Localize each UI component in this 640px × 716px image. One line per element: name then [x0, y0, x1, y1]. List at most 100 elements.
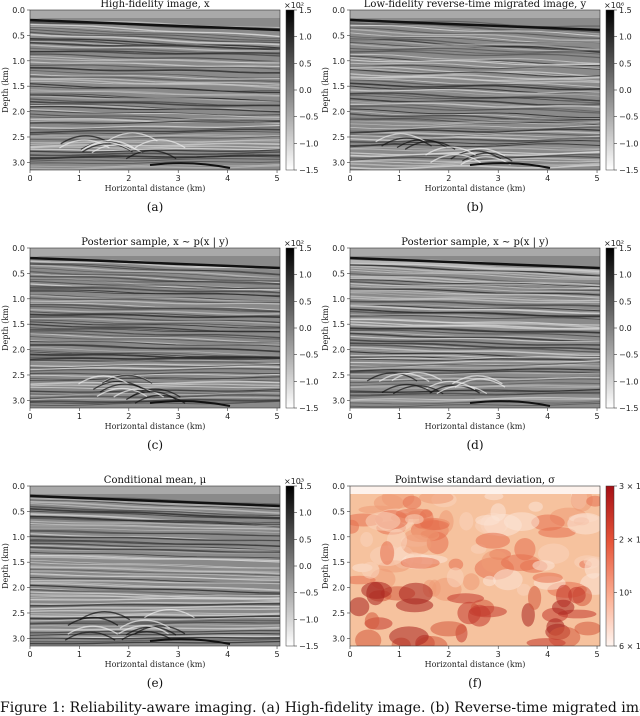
x-tick-label: 5: [274, 174, 279, 183]
x-tick-label: 0: [27, 412, 32, 421]
panel-c: 0 1 2 3 4 5 0.0 0.5 1.0 1.5 2.0 2.5 3.0 Horizontal di…: [0, 237, 320, 476]
y-tick-label: 2.0: [12, 108, 25, 117]
colorbar-tick-label: 1.0: [619, 33, 632, 42]
panel-sublabel: (b): [466, 200, 484, 214]
colorbar-tick-label: 0.0: [619, 86, 632, 95]
panel-figure: 0 1 2 3 4 5 0.0 0.5 1.0 1.5 2.0 2.5 3.0 Horizontal di…: [1, 0, 318, 193]
colorbar-tick-label: −1.5: [299, 404, 318, 413]
colorbar-scale: ×10²: [284, 239, 304, 248]
y-tick-label: 0.5: [12, 507, 25, 516]
y-tick-label: 2.0: [12, 346, 25, 355]
y-tick-label: 0.0: [12, 482, 25, 491]
x-axis-label: Horizontal distance (km): [425, 660, 526, 669]
colorbar-tick-label: 1.5: [299, 244, 312, 253]
panel-sublabel: (a): [146, 200, 164, 214]
panel-f: 0 1 2 3 4 5 0.0 0.5 1.0 1.5 2.0 2.5 3.0 Horizontal di…: [320, 475, 640, 714]
x-axis-label: Horizontal distance (km): [105, 660, 206, 669]
colorbar-tick-label: −0.5: [299, 113, 318, 122]
y-tick-label: 0.5: [332, 507, 345, 516]
seismic-image: [350, 248, 600, 408]
y-tick-label: 2.5: [12, 609, 25, 618]
colorbar-scale: ×10⁶: [604, 1, 624, 10]
colorbar-tick-label: 1.0: [619, 271, 632, 280]
x-tick-label: 4: [225, 412, 230, 421]
colorbar-tick-label: −1.5: [299, 166, 318, 175]
colorbar-tick-label: 1.0: [299, 509, 312, 518]
x-tick-label: 2: [446, 412, 451, 421]
x-tick-label: 0: [347, 650, 352, 659]
x-tick-label: 2: [126, 174, 131, 183]
colorbar-tick-label: −0.5: [619, 351, 638, 360]
y-tick-label: 3.0: [12, 396, 25, 405]
colorbar-tick-label: 0.5: [299, 59, 312, 68]
x-axis-label: Horizontal distance (km): [425, 184, 526, 193]
y-tick-label: 2.0: [332, 108, 345, 117]
colorbar-scale: ×10³: [284, 477, 304, 486]
x-tick-label: 0: [347, 174, 352, 183]
y-tick-label: 1.5: [12, 558, 25, 567]
x-axis-label: Horizontal distance (km): [105, 184, 206, 193]
y-axis-label: Depth (km): [321, 305, 330, 351]
colorbar-tick-label: 1.5: [299, 6, 312, 15]
y-tick-label: 1.5: [332, 558, 345, 567]
colorbar-tick-label: −0.5: [299, 351, 318, 360]
colorbar-tick-label: −0.5: [619, 113, 638, 122]
x-axis-label: Horizontal distance (km): [105, 422, 206, 431]
y-tick-label: 1.0: [332, 57, 345, 66]
y-tick-label: 0.0: [332, 244, 345, 253]
panel-title: Pointwise standard deviation, σ: [395, 475, 555, 486]
panel-sublabel: (d): [466, 438, 484, 452]
x-tick-label: 5: [594, 650, 599, 659]
x-tick-label: 3: [496, 412, 501, 421]
panel-title: Conditional mean, μ: [104, 475, 207, 486]
x-tick-label: 4: [545, 650, 550, 659]
seismic-image: [30, 486, 280, 646]
x-tick-label: 0: [347, 412, 352, 421]
x-tick-label: 3: [496, 650, 501, 659]
colorbar: [285, 247, 295, 409]
panel-sublabel: (c): [146, 438, 164, 452]
y-axis-label: Depth (km): [1, 543, 10, 589]
colorbar: [605, 485, 615, 647]
x-tick-label: 2: [446, 650, 451, 659]
panel-figure: 0 1 2 3 4 5 0.0 0.5 1.0 1.5 2.0 2.5 3.0 Horizontal di…: [321, 237, 638, 431]
std-dev-image: [350, 486, 600, 646]
x-tick-label: 1: [77, 412, 82, 421]
y-tick-label: 1.0: [12, 295, 25, 304]
y-tick-label: 2.5: [12, 133, 25, 142]
y-tick-label: 0.0: [332, 6, 345, 15]
y-tick-label: 3.0: [332, 634, 345, 643]
colorbar: [605, 9, 615, 171]
y-tick-label: 0.0: [12, 6, 25, 15]
colorbar: [285, 485, 295, 647]
y-tick-label: 2.5: [332, 133, 345, 142]
colorbar-tick-label: 1.0: [299, 271, 312, 280]
y-tick-label: 0.5: [12, 31, 25, 40]
panel-figure: 0 1 2 3 4 5 0.0 0.5 1.0 1.5 2.0 2.5 3.0 Horizontal di…: [1, 237, 318, 431]
colorbar: [605, 247, 615, 409]
y-tick-label: 1.5: [332, 82, 345, 91]
colorbar-tick-label: −1.0: [619, 139, 638, 148]
panel-figure: 0 1 2 3 4 5 0.0 0.5 1.0 1.5 2.0 2.5 3.0 Horizontal di…: [321, 0, 638, 193]
panel-figure: 0 1 2 3 4 5 0.0 0.5 1.0 1.5 2.0 2.5 3.0 Horizontal di…: [321, 475, 640, 669]
colorbar-tick-label: 1.5: [299, 482, 312, 491]
x-tick-label: 4: [545, 174, 550, 183]
y-axis-label: Depth (km): [321, 543, 330, 589]
colorbar-tick-label: 1.0: [299, 33, 312, 42]
panel-figure: 0 1 2 3 4 5 0.0 0.5 1.0 1.5 2.0 2.5 3.0 Horizontal di…: [1, 475, 318, 669]
figure-caption: Figure 1: Reliability-aware imaging. (a)…: [0, 700, 640, 716]
panel-a: 0 1 2 3 4 5 0.0 0.5 1.0 1.5 2.0 2.5 3.0 Horizontal di…: [0, 0, 320, 238]
x-tick-label: 1: [397, 174, 402, 183]
y-axis-label: Depth (km): [321, 67, 330, 113]
colorbar-tick-label: −1.5: [619, 404, 638, 413]
colorbar-tick-label: 0.5: [619, 297, 632, 306]
colorbar-tick-label: 6 × 10⁰: [619, 642, 640, 651]
y-tick-label: 0.5: [332, 269, 345, 278]
y-tick-label: 1.5: [12, 82, 25, 91]
colorbar-tick-label: −1.5: [619, 166, 638, 175]
y-tick-label: 1.5: [12, 320, 25, 329]
x-tick-label: 1: [77, 650, 82, 659]
colorbar-tick-label: −1.5: [299, 642, 318, 651]
x-tick-label: 5: [274, 412, 279, 421]
y-axis-label: Depth (km): [1, 305, 10, 351]
